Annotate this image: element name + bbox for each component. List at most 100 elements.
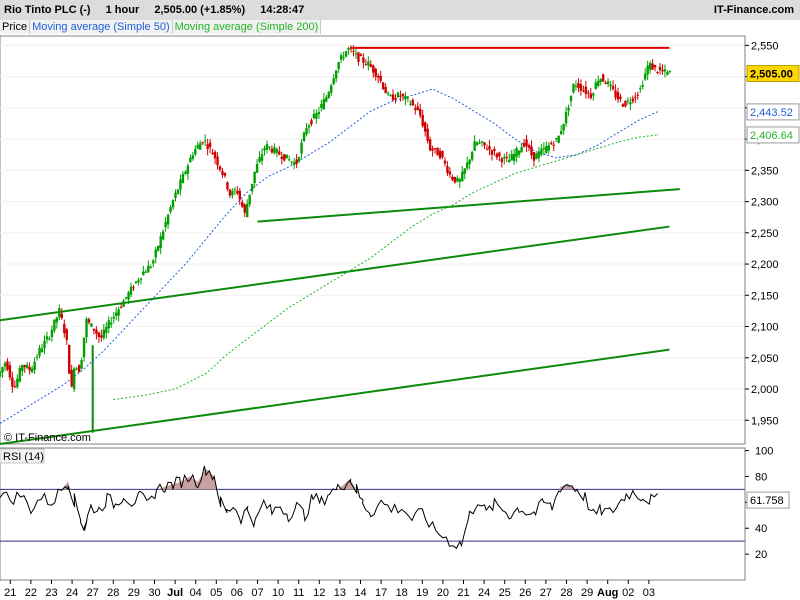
- candle-up: [643, 73, 647, 80]
- x-tick-label: 14: [354, 587, 366, 599]
- candle-down: [443, 160, 447, 164]
- candle-up: [134, 281, 138, 283]
- ma50-price-label: 2,443.52: [750, 107, 793, 119]
- candle-up: [30, 368, 34, 373]
- x-tick-label: 30: [148, 587, 160, 599]
- candle-down: [441, 151, 444, 158]
- candle-up: [0, 371, 2, 377]
- price-tick-label: 2,250: [751, 228, 779, 240]
- rsi-tick-label: 100: [755, 446, 773, 458]
- last_price-price-label: 2,505.00: [750, 68, 793, 80]
- candle-down: [656, 72, 659, 74]
- candle-up: [110, 322, 113, 325]
- instrument-name: Rio Tinto PLC (-): [4, 4, 91, 16]
- rsi-last-box: [746, 491, 790, 509]
- candle-up: [473, 141, 476, 151]
- moving-averages: [0, 88, 660, 424]
- candle-up: [456, 178, 459, 182]
- candle-up: [43, 340, 46, 349]
- candle-down: [23, 365, 26, 368]
- rsi-series: [0, 465, 658, 550]
- candle-up: [288, 159, 291, 161]
- legend-ma50[interactable]: Moving average (Simple 50): [30, 20, 173, 34]
- candle-up: [72, 368, 76, 390]
- candle-down: [483, 142, 486, 146]
- price-series: [0, 45, 672, 393]
- candle-down: [423, 122, 427, 132]
- candle-up: [166, 214, 170, 225]
- x-tick-label: 24: [66, 587, 78, 599]
- candle-up: [475, 142, 479, 146]
- candle-up: [330, 85, 333, 93]
- candle-down: [100, 335, 103, 338]
- candle-down: [8, 365, 12, 378]
- candle-down: [92, 328, 96, 331]
- candle-up: [347, 48, 350, 50]
- candle-down: [401, 93, 405, 97]
- candle-up: [16, 378, 19, 388]
- candle-down: [419, 108, 422, 116]
- legend-price[interactable]: Price: [0, 20, 31, 34]
- candle-up: [3, 363, 7, 367]
- candle-down: [433, 148, 437, 150]
- candle-up: [559, 131, 563, 135]
- candle-down: [369, 64, 372, 67]
- candle-up: [599, 79, 602, 83]
- candle-up: [327, 92, 330, 98]
- candle-down: [379, 75, 382, 81]
- candle-up: [137, 280, 140, 283]
- legend-ma200[interactable]: Moving average (Simple 200): [172, 20, 322, 34]
- candle-up: [112, 316, 115, 319]
- candle-down: [364, 64, 368, 66]
- candle-up: [404, 95, 407, 100]
- candle-up: [21, 365, 24, 372]
- x-tick-label: 21: [4, 587, 16, 599]
- candle-up: [90, 323, 93, 327]
- candle-up: [53, 319, 56, 331]
- candle-up: [186, 165, 190, 174]
- candle-up: [297, 157, 301, 162]
- rsi-title: RSI (14): [3, 451, 44, 463]
- candle-up: [174, 192, 177, 199]
- candle-down: [634, 96, 637, 98]
- candle-down: [95, 329, 98, 334]
- candle-down: [97, 332, 101, 338]
- timestamp: 14:28:47: [260, 4, 305, 16]
- candle-down: [13, 386, 17, 388]
- candle-up: [147, 265, 150, 273]
- candle-down: [394, 97, 397, 100]
- candle-up: [246, 203, 249, 218]
- candle-up: [466, 162, 469, 169]
- ma200-price-label: 2,406.64: [750, 130, 793, 142]
- candle-up: [258, 157, 261, 162]
- candle-down: [374, 68, 377, 77]
- candle-up: [142, 271, 145, 276]
- candle-up: [478, 142, 481, 144]
- candle-up: [1, 367, 4, 373]
- candle-up: [152, 260, 155, 264]
- rsi-labels: 61.758: [746, 491, 790, 509]
- x-tick-label: 05: [210, 587, 222, 599]
- candle-up: [154, 249, 157, 258]
- candle-up: [406, 97, 410, 99]
- candle-down: [451, 176, 454, 180]
- brand-logo: IT-Finance.com: [713, 4, 794, 16]
- candle-up: [569, 95, 573, 102]
- candle-down: [636, 94, 639, 96]
- candle-up: [124, 297, 128, 299]
- candle-up: [273, 147, 276, 154]
- candle-up: [339, 55, 343, 60]
- candle-up: [194, 148, 197, 155]
- candle-down: [208, 142, 212, 148]
- candle-up: [189, 157, 192, 163]
- candle-up: [535, 153, 538, 160]
- candle-up: [663, 69, 667, 72]
- x-tick-label: 03: [643, 587, 655, 599]
- candle-down: [236, 191, 239, 194]
- candle-up: [592, 93, 595, 96]
- candle-up: [325, 97, 328, 102]
- candle-up: [127, 292, 130, 300]
- candle-down: [349, 47, 353, 49]
- candle-up: [334, 70, 338, 79]
